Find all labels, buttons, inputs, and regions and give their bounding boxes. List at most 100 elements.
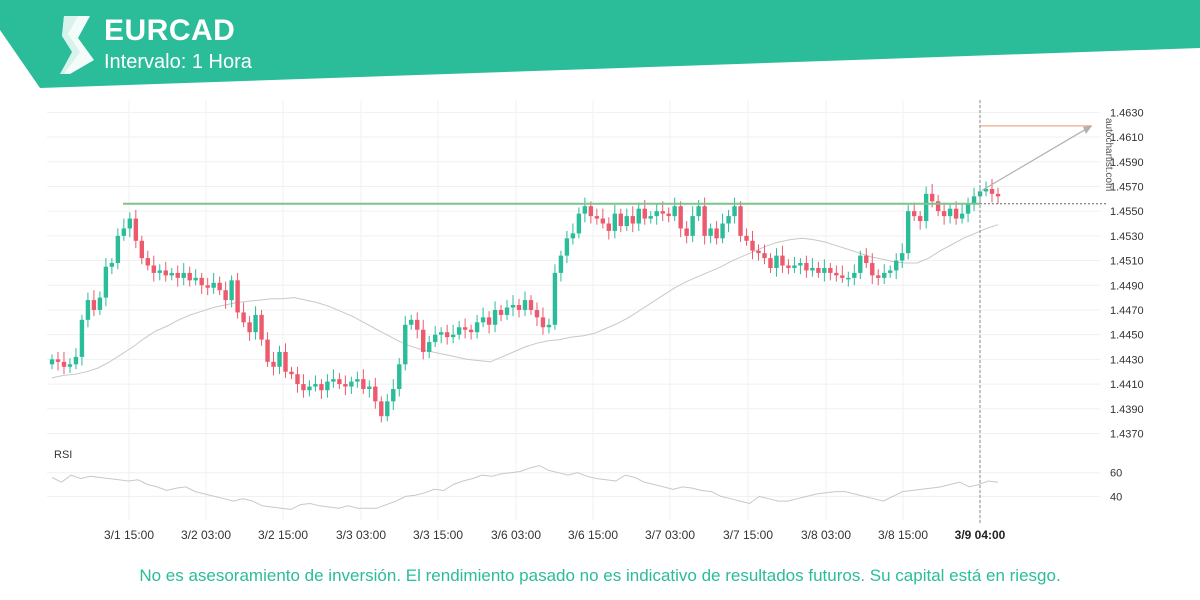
- candle-body: [804, 263, 809, 271]
- candle-body: [528, 300, 534, 310]
- candle-up: [456, 321, 462, 340]
- candle-down: [935, 195, 941, 217]
- candle-body: [911, 211, 917, 217]
- candle-up: [67, 358, 73, 373]
- candle-down: [534, 302, 540, 327]
- candle-body: [391, 389, 396, 402]
- candle-body: [732, 206, 737, 217]
- candle-up: [774, 248, 779, 277]
- candle-down: [738, 201, 743, 243]
- candle-up: [624, 208, 629, 231]
- candle-body: [385, 401, 390, 417]
- y-tick-label: 1.4410: [1110, 379, 1144, 391]
- candle-up: [97, 291, 103, 315]
- candle-down: [804, 255, 809, 278]
- candle-body: [780, 255, 785, 266]
- candle-down: [241, 302, 246, 328]
- candle-body: [654, 211, 659, 217]
- candle-body: [917, 216, 923, 222]
- candle-down: [594, 208, 600, 225]
- candle-down: [864, 248, 869, 268]
- candle-up: [690, 206, 695, 243]
- candle-body: [858, 255, 863, 273]
- candle-body: [696, 206, 701, 217]
- candle-down: [265, 332, 270, 367]
- candle-body: [935, 201, 941, 212]
- candle-down: [600, 208, 606, 229]
- candle-up: [313, 375, 318, 392]
- candle-down: [486, 311, 492, 334]
- candle-body: [648, 216, 653, 219]
- time-axis: 3/1 15:00 3/2 03:00 3/2 15:00 3/3 03:00 3/3 …: [104, 528, 1006, 542]
- candle-body: [379, 401, 384, 417]
- candle-body: [995, 193, 1001, 197]
- candle-body: [427, 342, 432, 352]
- candle-body: [965, 203, 971, 214]
- candle-body: [157, 270, 162, 273]
- candle-down: [834, 265, 839, 282]
- candle-up: [49, 354, 55, 370]
- candle-down: [151, 255, 156, 282]
- candle-up: [307, 380, 312, 397]
- candle-up: [403, 316, 408, 371]
- candle-body: [193, 277, 198, 281]
- candle-body: [145, 258, 150, 266]
- candle-down: [917, 211, 923, 230]
- candle-up: [546, 318, 552, 334]
- y-tick-label: 1.4490: [1110, 280, 1144, 292]
- candle-body: [67, 364, 73, 367]
- candle-up: [852, 264, 857, 286]
- candle-down: [606, 217, 612, 240]
- candle-down: [319, 379, 324, 399]
- candle-body: [600, 218, 606, 224]
- candle-up: [85, 292, 91, 328]
- candle-up: [708, 223, 713, 244]
- candle-up: [522, 291, 528, 317]
- y-tick-label: 1.4630: [1110, 107, 1144, 119]
- candle-body: [726, 216, 731, 224]
- candle-body: [223, 290, 228, 301]
- candle-down: [828, 263, 833, 281]
- candle-body: [175, 272, 180, 278]
- y-tick-label: 1.4450: [1110, 330, 1144, 342]
- candle-body: [612, 213, 618, 231]
- candle-down: [61, 351, 67, 375]
- candle-down: [175, 265, 180, 287]
- candle-body: [199, 277, 204, 286]
- y-tick-label: 1.4510: [1110, 256, 1144, 268]
- candle-up: [492, 301, 498, 333]
- header-background: [0, 0, 1200, 88]
- x-tick-label: 3/6 03:00: [491, 528, 541, 542]
- candle-up: [127, 212, 133, 238]
- x-tick-label: 3/3 15:00: [413, 528, 463, 542]
- candle-body: [253, 314, 258, 333]
- rsi-tick-label: 40: [1110, 491, 1122, 503]
- candle-body: [720, 223, 725, 239]
- candle-body: [510, 305, 516, 308]
- candle-body: [888, 270, 893, 273]
- candle-body: [959, 213, 965, 219]
- candle-up: [367, 380, 372, 398]
- candle-body: [822, 267, 827, 273]
- candle-body: [678, 206, 683, 229]
- candle-body: [139, 240, 145, 259]
- candle-down: [989, 179, 995, 203]
- candle-down: [133, 209, 139, 249]
- candle-body: [409, 319, 414, 325]
- candle-up: [169, 267, 174, 281]
- y-tick-label: 1.4590: [1110, 157, 1144, 169]
- candle-up: [810, 258, 815, 277]
- price-axis: 1.4630 1.4610 1.4590 1.4570 1.4550 1.4530 1.45…: [1110, 107, 1144, 440]
- candle-body: [397, 364, 402, 390]
- candle-down: [941, 202, 947, 225]
- candle-down: [684, 221, 689, 244]
- rsi-tick-label: 60: [1110, 468, 1122, 480]
- candle-body: [750, 240, 755, 251]
- candle-down: [540, 307, 546, 335]
- candle-up: [121, 218, 127, 241]
- x-tick-label: 3/8 15:00: [878, 528, 928, 542]
- candle-down: [714, 221, 719, 245]
- candle-body: [492, 309, 498, 325]
- candle-up: [792, 256, 797, 273]
- candle-up: [115, 228, 121, 270]
